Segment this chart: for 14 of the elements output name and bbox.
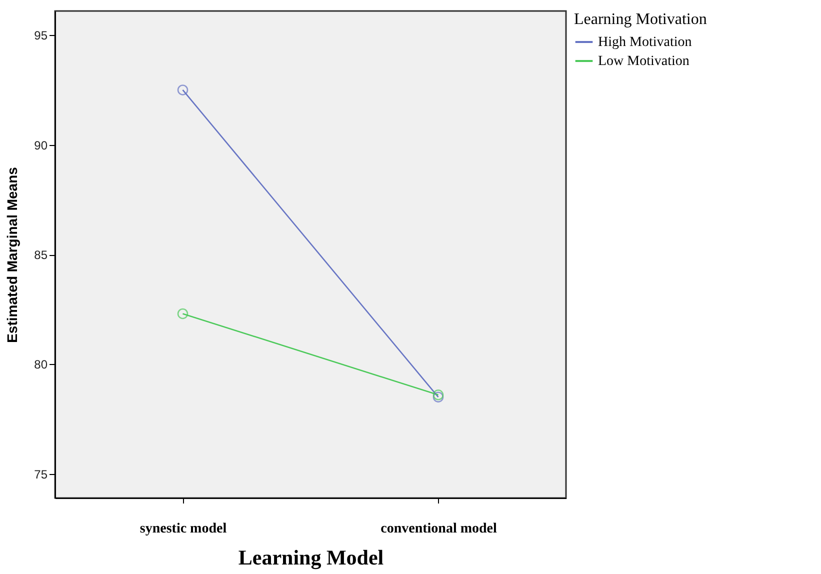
y-axis-title: Estimated Marginal Means bbox=[4, 166, 20, 343]
y-tick-label: 85 bbox=[34, 248, 48, 262]
y-tick-label: 95 bbox=[34, 28, 48, 43]
legend-title: Learning Motivation bbox=[574, 11, 707, 28]
point bbox=[177, 84, 188, 96]
y-tick-label: 90 bbox=[34, 138, 48, 152]
legend-label: High Motivation bbox=[598, 35, 692, 50]
x-tick-label: synestic model bbox=[140, 522, 227, 536]
y-tick-label: 75 bbox=[34, 467, 48, 482]
x-tick-label: conventional model bbox=[380, 522, 497, 536]
point bbox=[177, 308, 188, 320]
x-axis-title: Learning Model bbox=[238, 546, 384, 570]
legend-label: Low Motivation bbox=[598, 54, 690, 69]
y-tick-label: 80 bbox=[34, 358, 48, 372]
